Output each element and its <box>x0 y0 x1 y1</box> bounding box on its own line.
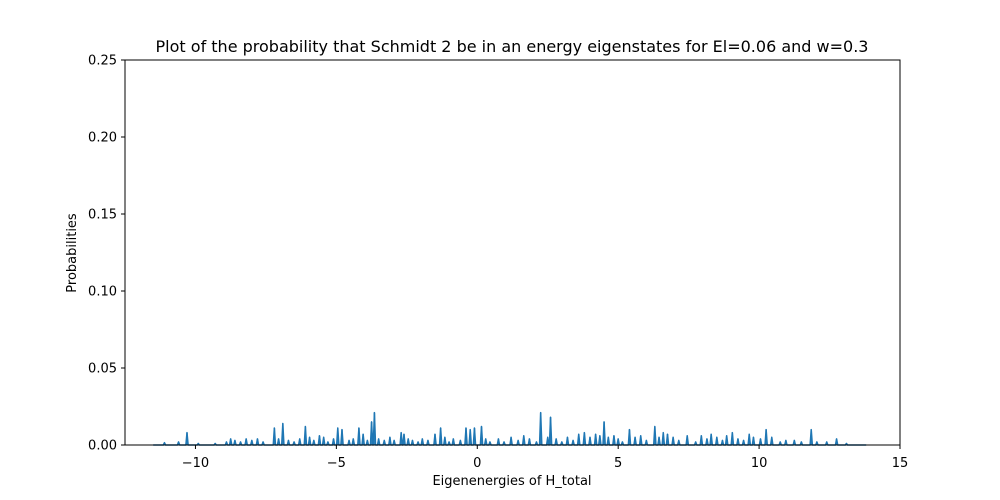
y-axis-label: Probabilities <box>65 213 80 293</box>
y-tick-label: 0.05 <box>88 362 117 377</box>
x-tick-label: 15 <box>892 456 909 471</box>
y-tick-label: 0.00 <box>88 439 117 454</box>
y-tick-label: 0.25 <box>88 54 117 69</box>
x-axis-label: Eigenenergies of H_total <box>432 474 591 489</box>
y-tick-label: 0.20 <box>88 131 117 146</box>
y-tick-label: 0.10 <box>88 285 117 300</box>
x-tick-label: 5 <box>614 456 622 471</box>
x-tick-label: 10 <box>751 456 768 471</box>
series-line <box>153 411 867 446</box>
y-tick-label: 0.15 <box>88 208 117 223</box>
chart-title: Plot of the probability that Schmidt 2 b… <box>156 37 869 56</box>
x-tick-label: 0 <box>473 456 481 471</box>
axes-frame <box>124 59 901 446</box>
x-tick-label: −10 <box>182 456 209 471</box>
y-axis-ticks: 0.00 0.05 0.10 0.15 0.20 0.25 <box>88 54 125 454</box>
x-axis-ticks: −10 −5 0 5 10 15 <box>182 445 909 471</box>
x-tick-label: −5 <box>327 456 346 471</box>
